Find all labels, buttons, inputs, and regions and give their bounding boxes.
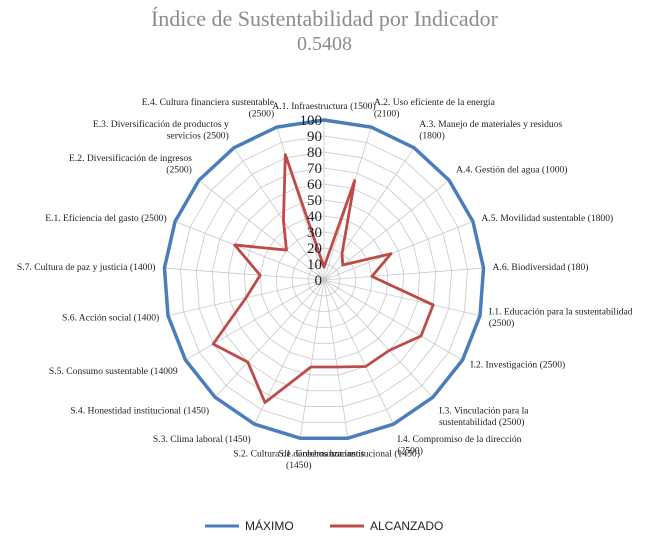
grid-spoke xyxy=(323,279,481,316)
tick-label: 100 xyxy=(300,113,323,129)
tick-label: 50 xyxy=(307,193,322,209)
tick-label: 90 xyxy=(307,129,322,145)
legend-label: ALCANZADO xyxy=(370,519,443,533)
series-line-alcanzado xyxy=(211,153,435,404)
grid-spoke xyxy=(323,279,349,439)
tick-label: 30 xyxy=(307,225,322,241)
grid-spoke xyxy=(299,279,325,439)
category-label: S.6. Acción social (1400) xyxy=(62,312,159,323)
category-label: S.4. Honestidad institucional (1450) xyxy=(70,405,209,416)
category-label: I.2. Investigación (2500) xyxy=(470,359,565,370)
grid-ring xyxy=(195,151,453,407)
grid-spoke xyxy=(214,279,325,398)
grid-ring xyxy=(211,167,437,392)
category-label: A.1. Infraestructura (1500) xyxy=(272,101,375,112)
grid-spoke xyxy=(323,221,474,281)
category-label: I.1. Educación para la sustentabilidad (2… xyxy=(489,307,633,330)
category-label: A.2. Uso eficiente de la energía (2100) xyxy=(374,97,496,120)
tick-label: 80 xyxy=(307,145,322,161)
grid-spoke xyxy=(174,221,325,281)
chart-subtitle: 0.5408 xyxy=(297,33,352,55)
grid-spoke xyxy=(323,279,434,398)
grid-spoke xyxy=(198,179,325,281)
grid-spoke xyxy=(323,279,394,425)
grid-spoke xyxy=(233,147,325,281)
category-label: A.5. Movilidad sustentable (1800) xyxy=(481,213,613,224)
category-label: S.3. Clima laboral (1450) xyxy=(153,434,251,445)
tick-label: 40 xyxy=(307,209,322,225)
category-label: S.1. Gobernanza institucional (1450) xyxy=(278,449,419,460)
tick-label: 60 xyxy=(307,177,322,193)
category-label: I.4. Compromiso de la dirección (2500) xyxy=(397,434,521,457)
tick-label: 0 xyxy=(315,273,323,289)
category-label: A.3. Manejo de materiales y residuos (180… xyxy=(419,119,562,142)
series-line-maximo xyxy=(162,118,486,440)
category-label: I.3. Vinculación para la sustentabilidad … xyxy=(439,405,529,428)
category-label: E.2. Diversificación de ingresos (2500) xyxy=(69,153,192,176)
category-label: S.5. Consumo sustentable (14009 xyxy=(49,366,178,377)
category-label: E.1. Eficiencia del gasto (2500) xyxy=(45,213,166,224)
tick-label: 20 xyxy=(307,241,322,257)
category-label: S.7. Cultura de paz y justicia (1400) xyxy=(17,262,156,273)
grid-ring xyxy=(179,135,469,423)
grid-spoke xyxy=(185,279,325,361)
category-label: E.3. Diversificación de productos y servi… xyxy=(93,119,229,142)
grid-ring xyxy=(243,199,405,360)
category-label: A.6. Biodiversidad (180) xyxy=(493,262,589,273)
tick-label: 70 xyxy=(307,161,322,177)
category-label: A.4. Gestión del agua (1000) xyxy=(456,165,567,176)
tick-label: 10 xyxy=(307,257,322,273)
category-label: E.4. Cultura financiera sustentable (2500… xyxy=(142,97,274,120)
legend-label: MÁXIMO xyxy=(245,518,294,533)
grid-spoke xyxy=(323,279,463,361)
grid-ring xyxy=(307,263,341,297)
grid-spoke xyxy=(276,126,325,281)
grid-spoke xyxy=(164,267,325,281)
grid-ring xyxy=(275,231,373,328)
grid-spoke xyxy=(323,267,484,281)
category-label: S.2. Cultura de derechos humanos (1450) xyxy=(233,449,364,472)
grid-spoke xyxy=(323,147,415,281)
chart-title: Índice de Sustentabilidad por Indicador xyxy=(150,6,498,31)
grid-ring xyxy=(227,183,421,376)
